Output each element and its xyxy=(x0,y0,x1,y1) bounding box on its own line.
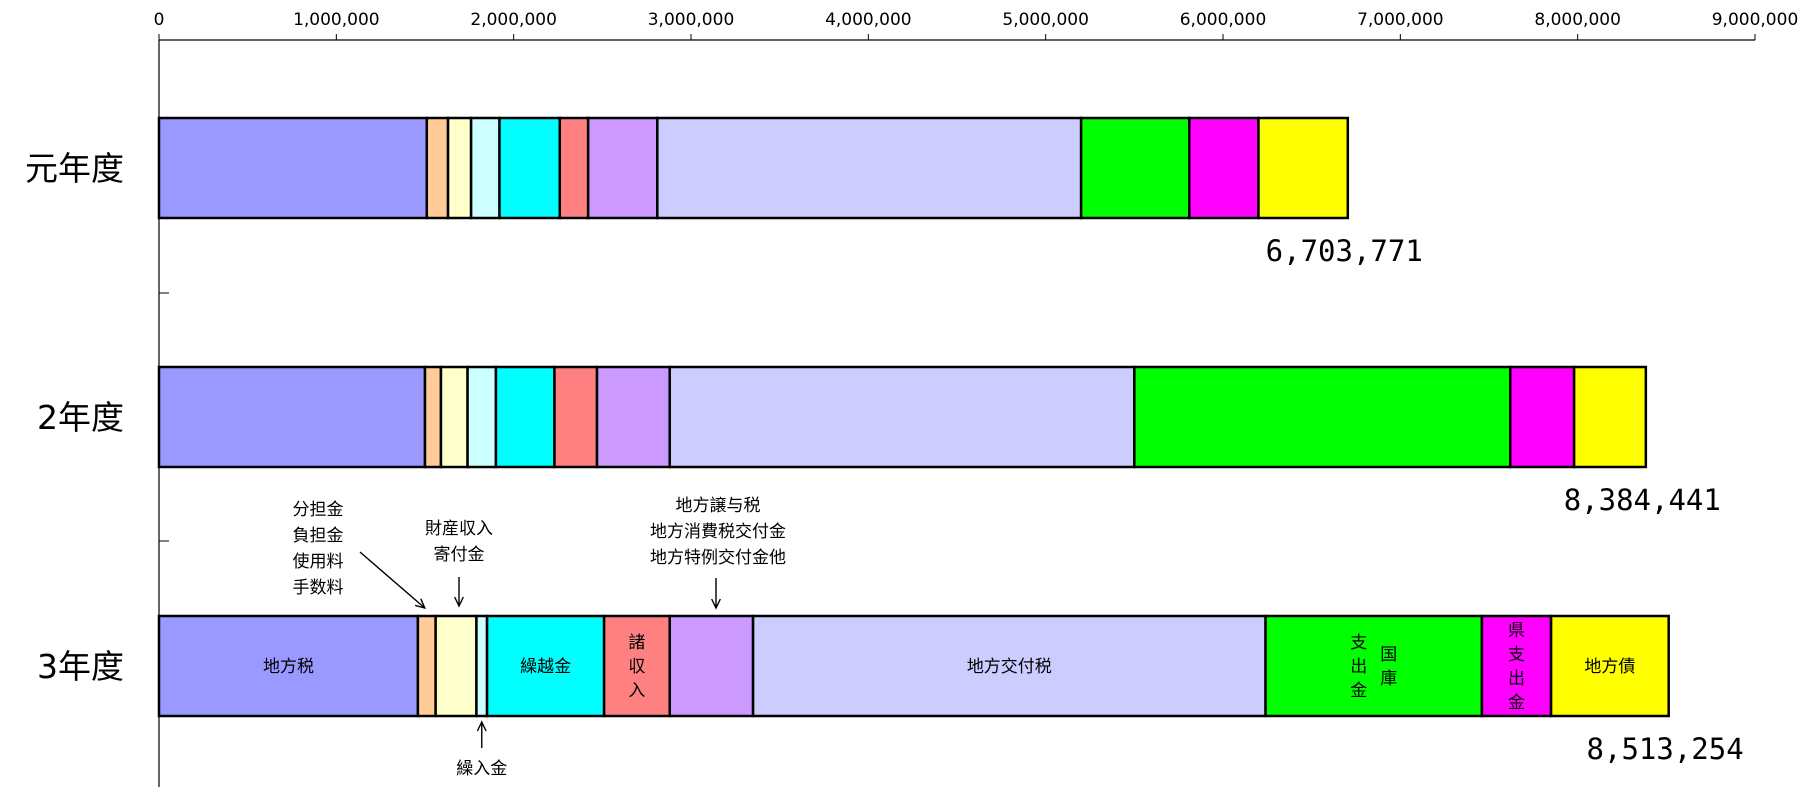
annotation-text: 地方消費税交付金 xyxy=(650,522,786,542)
bar-segment xyxy=(1549,614,1670,718)
bar-segment xyxy=(157,365,427,469)
bar-segment xyxy=(1509,365,1576,469)
bar-segment xyxy=(558,116,590,220)
bar-segment xyxy=(602,614,671,718)
bar-segment xyxy=(1264,614,1484,718)
annotation-arrowhead xyxy=(476,720,487,732)
annotation-text: 分担金 xyxy=(293,500,344,520)
x-tick-label: 9,000,000 xyxy=(1712,10,1799,30)
x-tick-label: 2,000,000 xyxy=(470,10,557,30)
bar-segment xyxy=(1133,365,1512,469)
total-label: 8,513,254 xyxy=(1587,732,1744,766)
annotation-arrowhead xyxy=(414,598,426,610)
bar-segment xyxy=(1572,365,1648,469)
bar-segment xyxy=(668,614,755,718)
segment-label: 繰越金 xyxy=(520,657,571,677)
x-axis: 0 1,000,000 2,000,000 3,000,000 4,000,000 5,0… xyxy=(154,10,1799,787)
annotation-text: 使用料 xyxy=(293,551,344,572)
segment-label: 地方交付税 xyxy=(967,657,1052,677)
x-tick-label: 6,000,000 xyxy=(1180,10,1267,30)
total-label: 6,703,771 xyxy=(1266,234,1423,268)
bar-segment xyxy=(157,614,420,718)
bar-segment xyxy=(475,614,489,718)
segment-label: 地方債 xyxy=(1584,657,1635,677)
segment-label: 地方税 xyxy=(263,657,314,677)
bar-segment xyxy=(553,365,599,469)
annotation-arrowhead xyxy=(454,596,464,608)
x-tick-label: 4,000,000 xyxy=(825,10,912,30)
bar-segment xyxy=(446,116,473,220)
x-tick-label: 0 xyxy=(154,10,165,30)
bar-segment xyxy=(498,116,562,220)
category-label: 3年度 xyxy=(37,647,124,686)
category-label: 元年度 xyxy=(25,149,124,188)
annotation-arrow xyxy=(359,551,426,609)
annotation-text: 手数料 xyxy=(293,578,344,598)
bar-segment xyxy=(494,365,556,469)
annotation-text: 地方譲与税 xyxy=(676,496,761,516)
segment-label-char: 支 xyxy=(1508,645,1525,665)
annotation-text: 寄付金 xyxy=(434,545,485,565)
bar-segment xyxy=(1480,614,1553,718)
segment-label-char: 県 xyxy=(1508,621,1525,641)
total-label: 8,384,441 xyxy=(1564,483,1721,517)
annotation-text: 繰入金 xyxy=(456,759,507,779)
segment-label-char: 出 xyxy=(1350,657,1367,677)
x-tick-label: 1,000,000 xyxy=(293,10,380,30)
segment-label-char: 諸 xyxy=(628,633,645,653)
bar-segment xyxy=(1188,116,1260,220)
segment-label-char: 国 xyxy=(1380,645,1397,665)
segment-label-char: 出 xyxy=(1508,669,1525,689)
bar-segment xyxy=(656,116,1083,220)
annotation-arrowhead xyxy=(711,598,721,610)
bar-segment xyxy=(668,365,1136,469)
bar-segment xyxy=(439,365,469,469)
annotation-text: 負担金 xyxy=(293,526,344,546)
bar-segment xyxy=(416,614,437,718)
bar-segment xyxy=(586,116,659,220)
x-tick-label: 7,000,000 xyxy=(1357,10,1444,30)
bar-segment xyxy=(157,116,429,220)
segment-label-char: 入 xyxy=(628,681,645,701)
segment-label-char: 庫 xyxy=(1380,669,1397,689)
bar-segment xyxy=(423,365,443,469)
bar-segment xyxy=(595,365,671,469)
bar-segment xyxy=(425,116,450,220)
segment-label-char: 支 xyxy=(1350,633,1367,653)
x-tick-label: 3,000,000 xyxy=(648,10,735,30)
category-label: 2年度 xyxy=(37,398,124,437)
x-tick-label: 8,000,000 xyxy=(1534,10,1621,30)
bar-segment xyxy=(485,614,606,718)
segment-label-char: 金 xyxy=(1350,681,1367,701)
annotation-text: 財産収入 xyxy=(425,519,493,539)
bars-group: 元年度 6,703,771 2年度 8,384,441 3年度 8,513,254 地方税 繰… xyxy=(25,116,1744,766)
x-tick-label: 5,000,000 xyxy=(1002,10,1089,30)
bar-segment xyxy=(466,365,498,469)
segment-label-char: 収 xyxy=(628,657,645,677)
bar-segment xyxy=(1079,116,1191,220)
annotation-text: 地方特例交付金他 xyxy=(650,548,786,568)
bar-segment xyxy=(434,614,478,718)
bar-segment xyxy=(469,116,501,220)
segment-label-char: 金 xyxy=(1508,693,1525,713)
bar-segment xyxy=(1257,116,1350,220)
